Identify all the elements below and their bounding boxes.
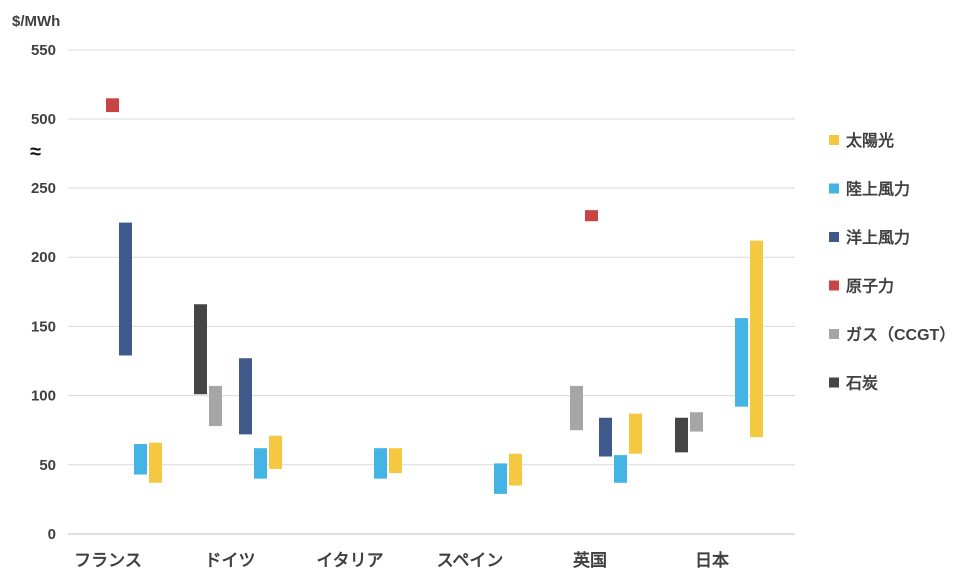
axis-break-mark: ≈	[30, 141, 41, 163]
y-tick-label: 500	[31, 111, 56, 128]
y-tick-label: 550	[31, 42, 56, 59]
category-label: イタリア	[316, 551, 383, 570]
range-bar	[239, 358, 252, 435]
range-bars	[106, 98, 763, 494]
range-bar	[585, 210, 598, 222]
range-bar	[629, 413, 642, 454]
range-bar	[389, 448, 402, 474]
range-bar	[106, 98, 119, 113]
category-label: 日本	[695, 550, 729, 570]
category-label: スペイン	[437, 551, 504, 570]
category-label: フランス	[74, 551, 142, 570]
category-label: 英国	[573, 550, 607, 570]
legend-swatch	[829, 183, 839, 194]
y-tick-label: 50	[39, 457, 56, 474]
legend-swatch	[829, 329, 839, 339]
range-bar	[494, 463, 507, 494]
legend-label: 洋上風力	[846, 228, 910, 247]
legend-swatch	[829, 377, 839, 388]
y-tick-label: 200	[31, 249, 56, 266]
range-bar	[374, 448, 387, 479]
range-bar	[149, 442, 162, 483]
y-tick-label: 0	[48, 526, 56, 543]
y-unit-label: $/MWh	[12, 13, 60, 30]
range-bar	[134, 444, 147, 475]
range-bar	[675, 417, 688, 453]
legend-label: 原子力	[846, 277, 894, 296]
y-tick-label: 100	[31, 388, 56, 405]
range-bar	[690, 412, 703, 432]
range-bar	[735, 318, 748, 407]
category-label: ドイツ	[205, 551, 256, 570]
range-bar	[269, 435, 282, 469]
legend-swatch	[829, 280, 839, 291]
range-bar	[750, 240, 763, 438]
legend-label: ガス（CCGT）	[846, 326, 955, 344]
legend-swatch	[829, 135, 839, 145]
legend-label: 太陽光	[845, 131, 894, 150]
legend-label: 陸上風力	[846, 180, 910, 199]
range-bar	[614, 455, 627, 483]
legend-label: 石炭	[845, 375, 878, 393]
range-bar	[570, 385, 583, 431]
range-bar	[209, 385, 222, 427]
range-bar	[599, 417, 612, 457]
y-tick-label: 150	[31, 318, 56, 335]
y-tick-label: 250	[31, 180, 56, 197]
gridlines	[68, 49, 795, 535]
range-bar	[509, 453, 522, 486]
category-labels: フランス ドイツ イタリア スペイン 英国 日本	[74, 550, 729, 570]
range-bar	[254, 448, 267, 479]
legend-swatch	[829, 232, 839, 242]
range-bar	[119, 222, 132, 356]
range-bar	[194, 304, 207, 395]
